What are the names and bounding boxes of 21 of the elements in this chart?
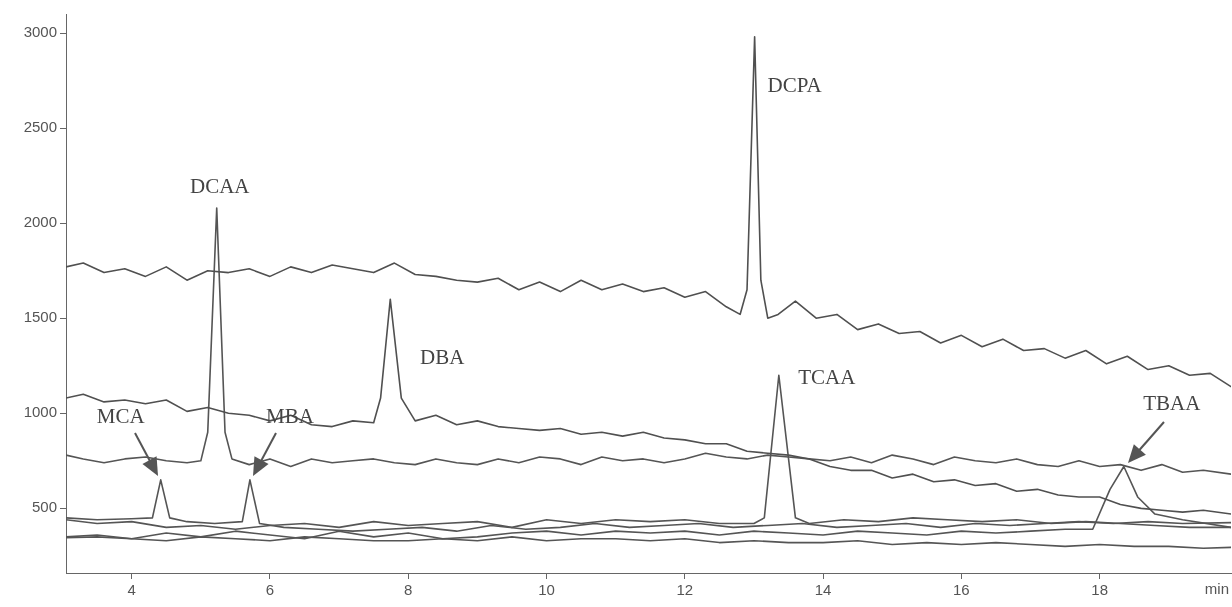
annotation: TCAA xyxy=(798,364,857,389)
x-tick-label: 10 xyxy=(538,581,555,599)
annotation: DCPA xyxy=(767,73,823,98)
x-tick-label: 18 xyxy=(1091,581,1108,599)
x-tick-label: 16 xyxy=(953,581,970,599)
annotation: DBA xyxy=(420,344,466,369)
y-tick-label: 2000 xyxy=(23,213,57,231)
y-tick-label: 1500 xyxy=(23,308,57,326)
x-tick-label: 6 xyxy=(265,581,275,599)
annotation: DCAA xyxy=(189,174,251,199)
x-tick-label: 8 xyxy=(404,581,413,599)
annotation: TBAA xyxy=(1143,391,1202,416)
y-tick-label: 2500 xyxy=(23,118,57,136)
y-tick-label: 500 xyxy=(31,498,57,516)
annotation: MCA xyxy=(96,404,146,429)
y-tick-label: 3000 xyxy=(23,23,57,41)
x-tick-label: 14 xyxy=(814,581,832,599)
x-axis-title: min xyxy=(1204,579,1229,597)
x-tick-label: 12 xyxy=(676,581,694,599)
x-tick-label: 4 xyxy=(127,581,136,599)
y-tick-label: 1000 xyxy=(23,403,57,421)
